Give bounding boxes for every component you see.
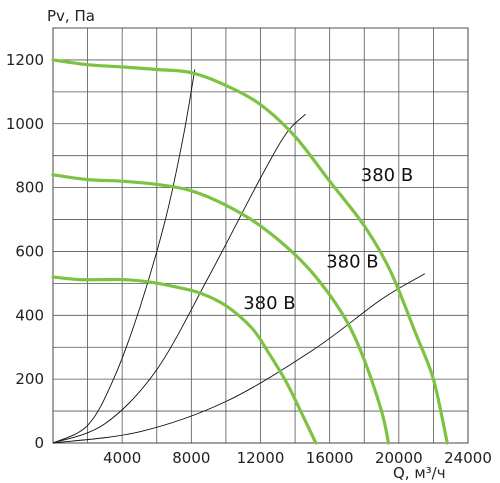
x-tick-label: 16000	[306, 449, 354, 467]
system-curves	[52, 69, 426, 444]
y-tick-label: 1000	[6, 115, 44, 133]
curve-labels: 380 В 380 В 380 В	[243, 165, 413, 314]
y-tick-label: 1200	[6, 51, 44, 69]
y-tick-label: 0	[34, 434, 44, 452]
x-tick-label: 12000	[237, 449, 285, 467]
chart-grid	[52, 27, 469, 444]
y-tick-label: 800	[15, 179, 44, 197]
system-curve-1	[52, 69, 196, 444]
fan-curve-3	[51, 275, 318, 445]
x-tick-label: 24000	[444, 449, 492, 467]
y-tick-label: 600	[15, 242, 44, 260]
fan-curve-1	[51, 58, 449, 445]
x-axis-label: Q, м³/ч	[393, 464, 446, 482]
x-tick-label: 4000	[103, 449, 141, 467]
system-curve-3	[52, 273, 426, 444]
fan-curves	[51, 58, 449, 445]
y-tick-label: 400	[15, 306, 44, 324]
fan-curve-label-3: 380 В	[243, 293, 295, 314]
fan-curve-label-2: 380 В	[326, 251, 378, 272]
fan-curve-label-1: 380 В	[361, 165, 413, 186]
x-tick-label: 20000	[375, 449, 423, 467]
tick-labels: 0 200 400 600 800 1000 1200 4000 8000 12000 16000 2…	[6, 51, 492, 467]
y-tick-label: 200	[15, 370, 44, 388]
fan-curve-2	[51, 173, 391, 445]
y-axis-label: Pv, Па	[47, 7, 95, 25]
system-curve-2	[52, 113, 306, 444]
x-tick-label: 8000	[172, 449, 210, 467]
